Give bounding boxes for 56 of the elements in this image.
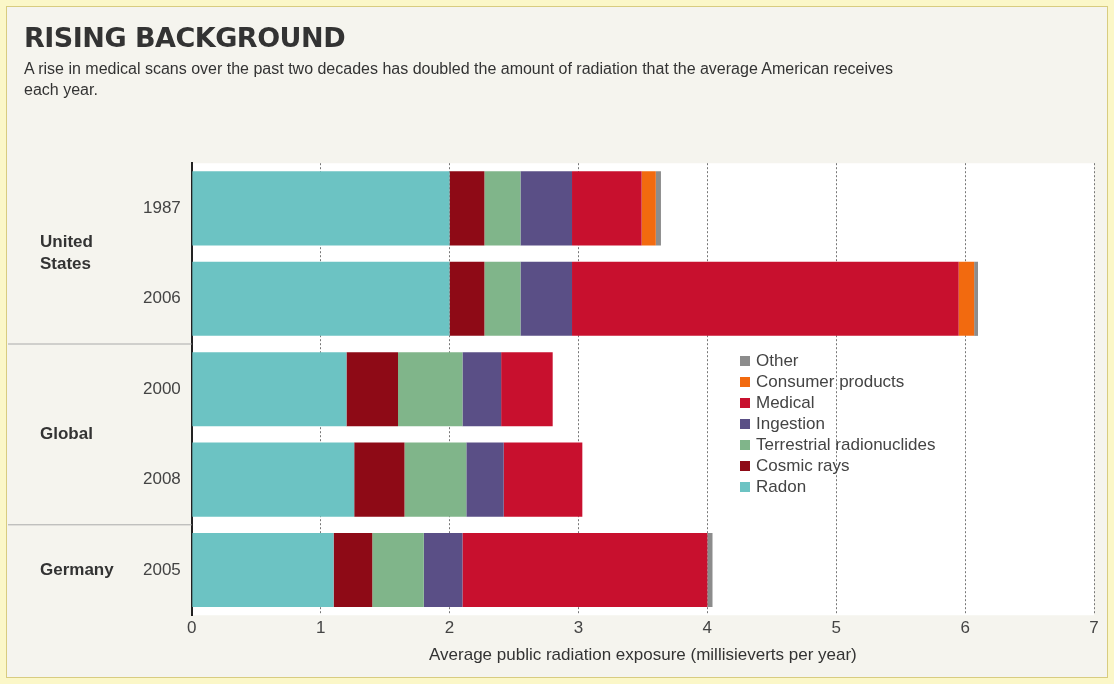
bar <box>520 261 573 336</box>
y-tick-label: 2006 <box>142 288 181 308</box>
text: Germany <box>40 559 115 579</box>
legend-label: Terrestrial radionuclides <box>756 434 936 455</box>
bar <box>354 442 405 517</box>
y-tick-label: 2008 <box>142 469 181 489</box>
y-tick-label: 1987 <box>142 198 181 218</box>
bar <box>423 532 463 608</box>
x-tick-label: 5 <box>831 618 841 638</box>
legend-label: Medical <box>756 392 815 413</box>
x-tick-label: 0 <box>187 618 197 638</box>
legend-label: Cosmic rays <box>756 455 850 476</box>
x-tick-label: 7 <box>1089 618 1099 638</box>
bar <box>484 171 521 246</box>
y-tick-label: 2000 <box>142 378 181 398</box>
bar <box>958 261 975 336</box>
x-tick-label: 6 <box>960 618 970 638</box>
legend-label: Consumer products <box>756 371 905 392</box>
bar <box>404 442 467 517</box>
y-tick-label: 2005 <box>142 559 181 579</box>
bar <box>346 352 399 427</box>
bar <box>655 171 661 246</box>
x-axis-title: Average public radiation exposure (millisieverts per year) <box>429 645 857 665</box>
bar <box>484 261 521 336</box>
bar <box>572 171 642 246</box>
bar <box>372 532 424 608</box>
bar <box>462 352 502 427</box>
bar <box>520 171 573 246</box>
bar <box>192 532 334 608</box>
x-tick-label: 3 <box>573 618 584 638</box>
bar <box>466 442 504 517</box>
bar <box>462 532 708 608</box>
x-tick-label: 2 <box>444 618 455 638</box>
bar <box>192 171 450 246</box>
x-tick-label: 1 <box>315 618 326 638</box>
chart-title: RISING BACKGROUND <box>24 22 346 53</box>
x-tick-label: 4 <box>702 618 713 638</box>
bar <box>503 442 583 517</box>
text: United States <box>40 232 93 274</box>
bar <box>449 261 485 336</box>
bar <box>192 352 347 427</box>
bar <box>192 442 355 517</box>
legend-label: Ingestion <box>756 413 825 434</box>
bar <box>974 261 979 336</box>
bar <box>333 532 373 608</box>
chart-subtitle: A rise in medical scans over the past two decades has doubled the amount of radiation that the average American receives each year. <box>24 59 894 100</box>
bar <box>192 261 450 336</box>
bar <box>449 171 485 246</box>
bar <box>707 532 713 608</box>
bar <box>398 352 463 427</box>
bar <box>572 261 959 336</box>
text: Global <box>40 424 93 444</box>
bar <box>501 352 553 427</box>
bar <box>641 171 656 246</box>
legend-label: Other <box>756 350 799 371</box>
legend-label: Radon <box>756 476 807 497</box>
